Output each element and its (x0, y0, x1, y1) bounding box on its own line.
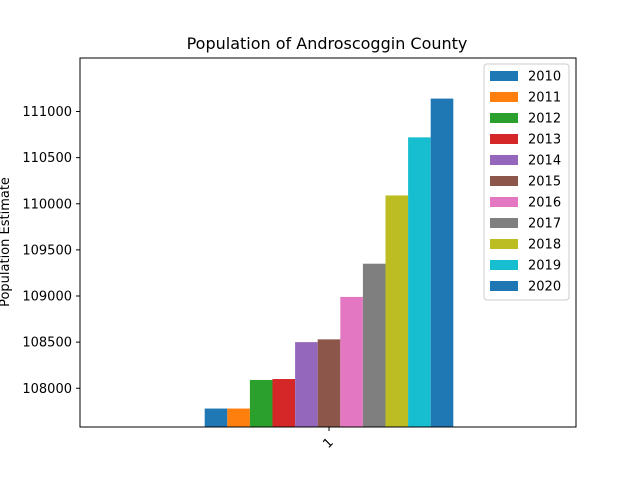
y-tick-label: 109500 (22, 243, 72, 258)
y-axis-label: Population Estimate (0, 177, 13, 307)
legend-label-2013: 2013 (528, 133, 561, 148)
plot-frame (79, 57, 577, 428)
y-tick-label: 110000 (22, 197, 72, 212)
bar-2019 (408, 137, 431, 427)
y-tick-label: 108500 (22, 336, 72, 351)
legend-swatch-2020 (490, 281, 518, 291)
legend-label-2014: 2014 (528, 154, 561, 169)
bar-2012 (249, 379, 273, 427)
legend-label-2016: 2016 (528, 196, 561, 211)
bar-2014 (295, 342, 318, 427)
legend-swatch-2019 (490, 260, 518, 270)
bar-2013 (272, 379, 296, 427)
legend-label-2011: 2011 (528, 91, 561, 106)
legend: 2010 2011 2012 2013 2014 2015 2016 2017 2018 2019… (483, 63, 570, 301)
legend-swatch-2015 (490, 176, 518, 186)
legend-swatch-2017 (490, 218, 518, 228)
y-tick-label: 109000 (22, 290, 72, 305)
bar-2017 (362, 263, 386, 427)
bar-2011 (227, 408, 250, 427)
x-ticks-group: 1 (320, 427, 337, 452)
legend-swatch-2016 (490, 197, 518, 207)
bar-2015 (317, 339, 341, 427)
legend-swatch-2011 (490, 92, 518, 102)
bar-2016 (340, 296, 363, 427)
legend-swatch-2018 (490, 239, 518, 249)
chart-title: Population of Androscoggin County (187, 34, 468, 53)
bar-2020 (430, 98, 454, 427)
legend-label-2015: 2015 (528, 175, 561, 190)
legend-label-2012: 2012 (528, 112, 561, 127)
bars-group (204, 98, 454, 427)
x-tick-label: 1 (320, 435, 336, 451)
y-tick-label: 108000 (22, 382, 72, 397)
legend-label-2019: 2019 (528, 259, 561, 274)
legend-swatch-2012 (490, 113, 518, 123)
legend-label-2010: 2010 (528, 70, 561, 85)
y-tick-label: 111000 (22, 105, 72, 120)
legend-swatch-2013 (490, 134, 518, 144)
legend-label-2020: 2020 (528, 280, 561, 295)
legend-swatch-2010 (490, 71, 518, 81)
bar-2018 (385, 195, 409, 427)
bar-2010 (204, 408, 228, 427)
y-ticks-group: 108000 108500 109000 109500 110000 110500 1110… (22, 105, 80, 397)
legend-label-2018: 2018 (528, 238, 561, 253)
y-tick-label: 110500 (22, 151, 72, 166)
legend-label-2017: 2017 (528, 217, 561, 232)
legend-swatch-2014 (490, 155, 518, 165)
